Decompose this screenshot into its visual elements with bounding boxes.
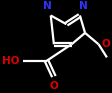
Text: HO: HO	[2, 56, 20, 66]
Text: N: N	[43, 1, 52, 11]
Text: N: N	[79, 1, 87, 11]
Text: O: O	[50, 81, 58, 91]
Text: O: O	[102, 39, 110, 49]
